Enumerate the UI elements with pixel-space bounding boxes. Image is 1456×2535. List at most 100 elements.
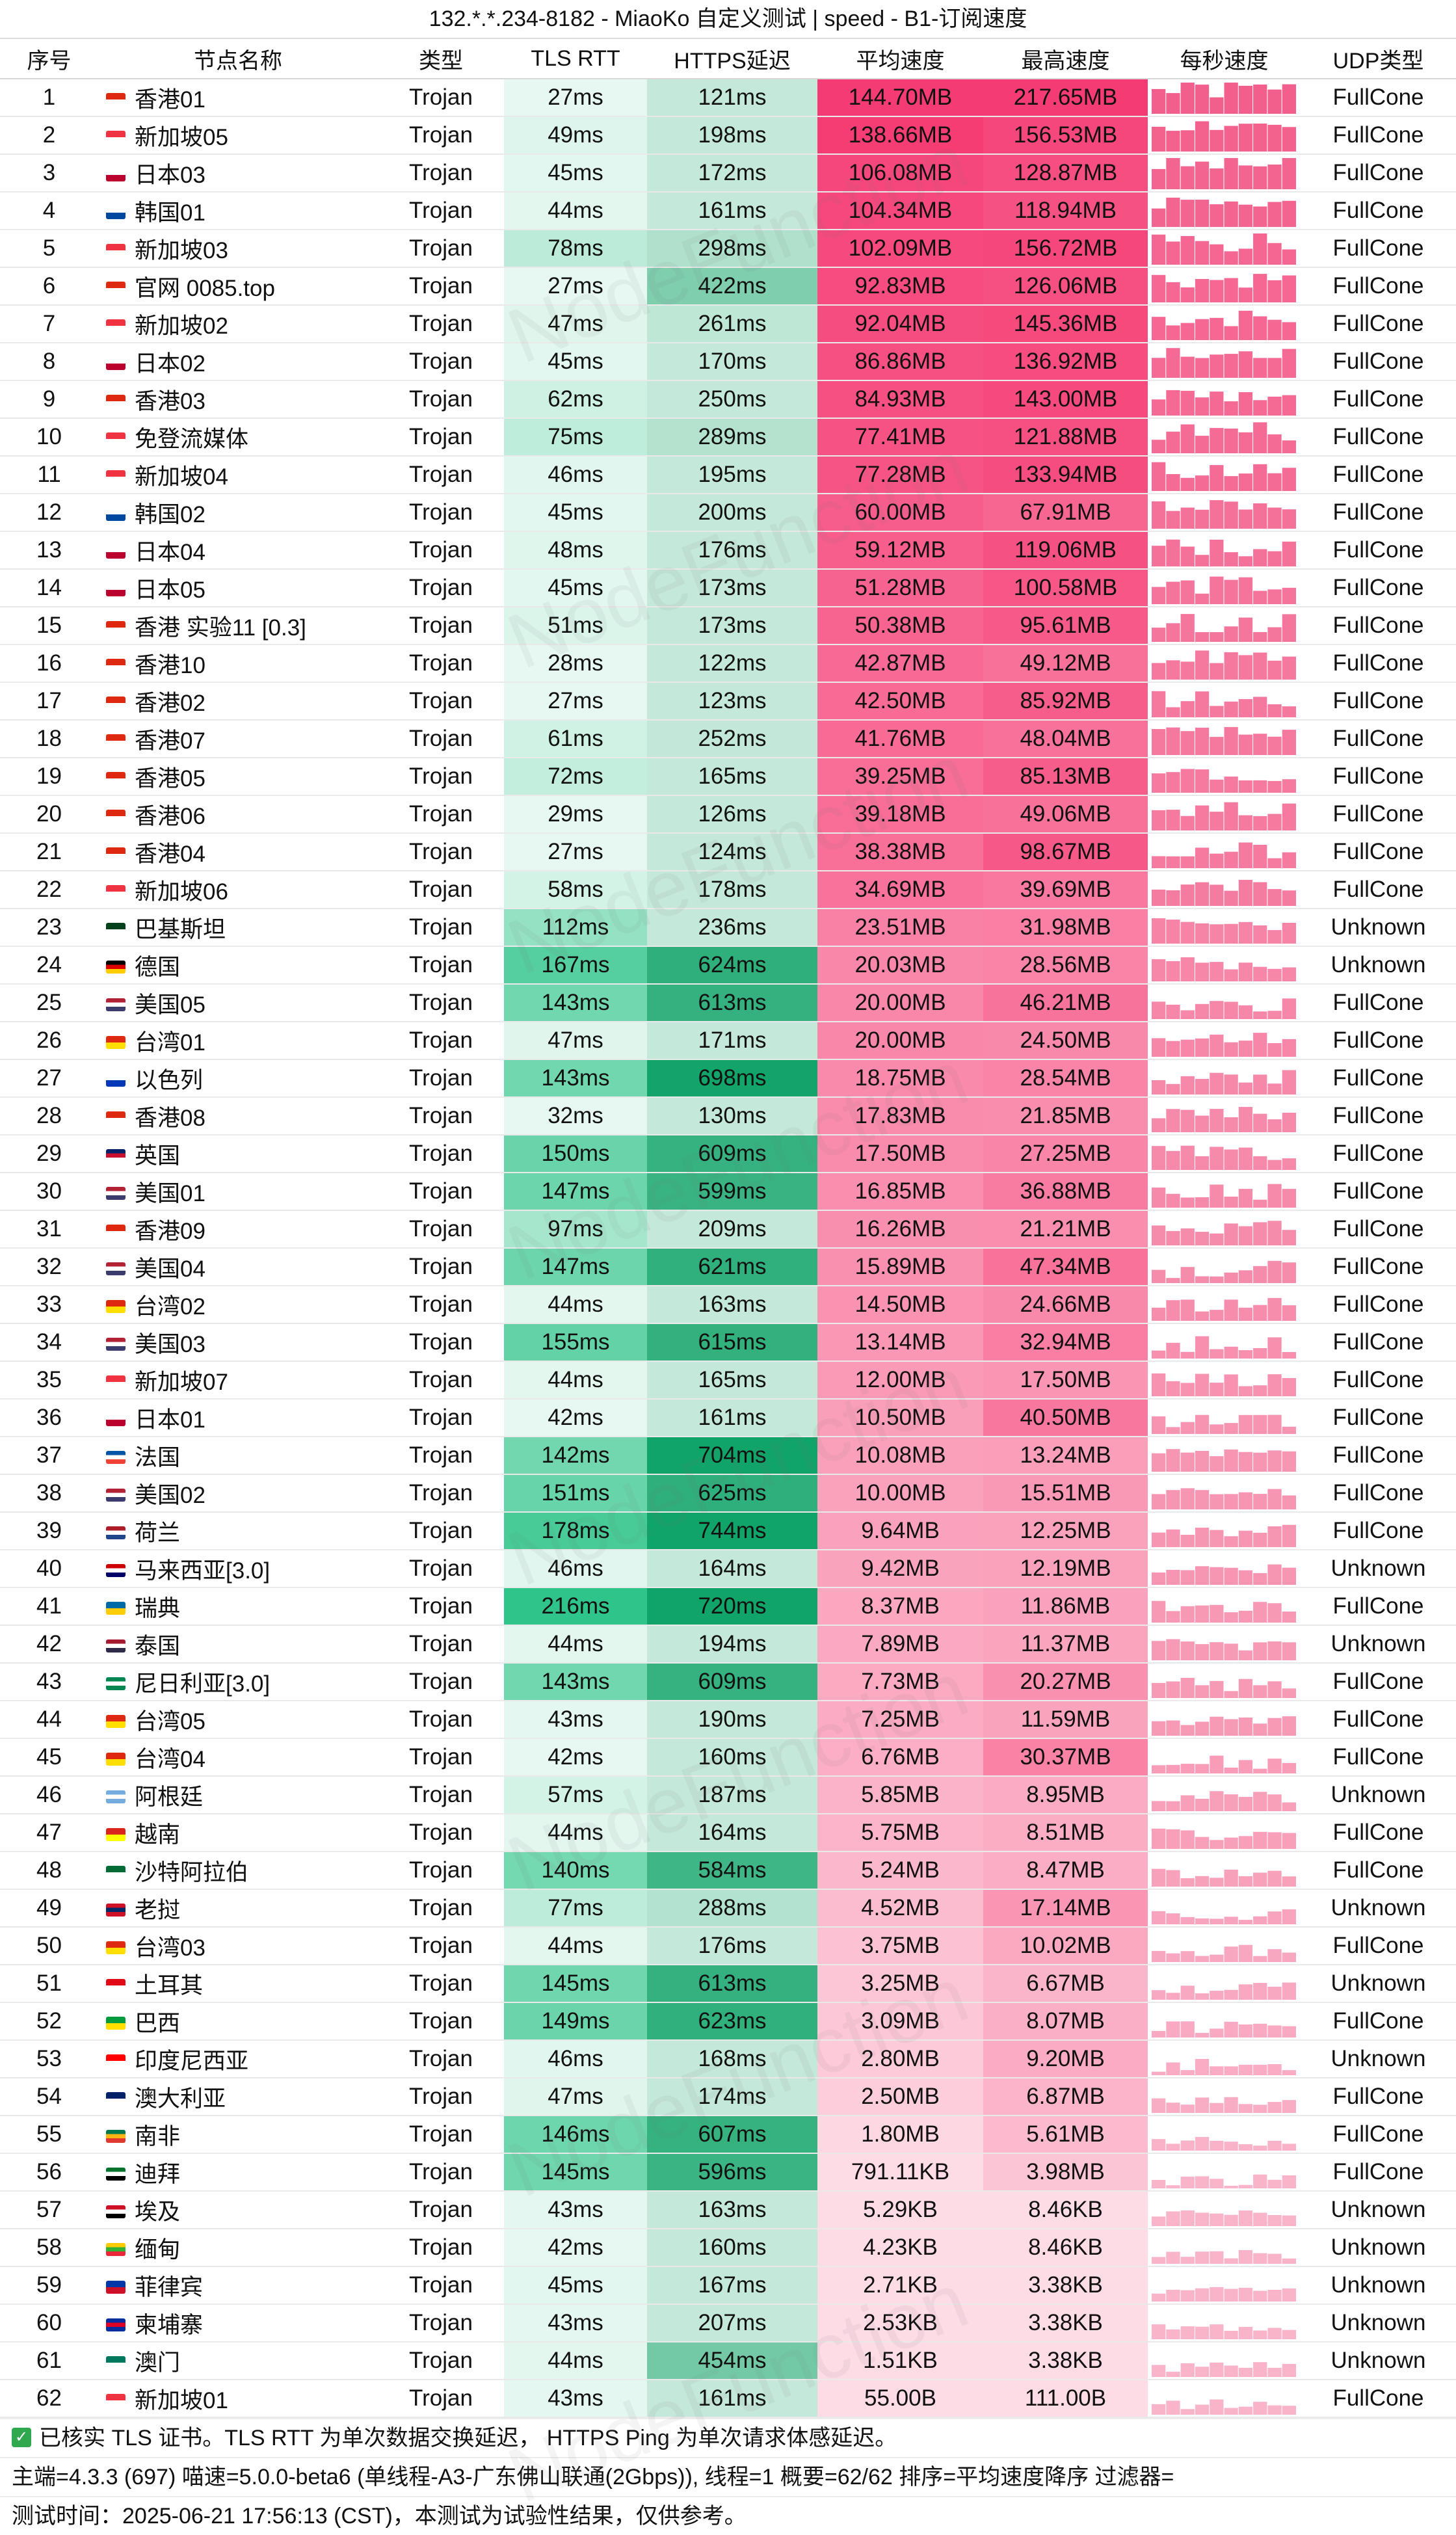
table-row[interactable]: 52 巴西 Trojan 149ms 623ms 3.09MB 8.07MB FullCone	[0, 2002, 1456, 2041]
sparkline-bar	[1238, 1107, 1253, 1132]
table-row[interactable]: 10 免登流媒体 Trojan 75ms 289ms 77.41MB 121.88MB Ful…	[0, 418, 1456, 457]
table-row[interactable]: 57 埃及 Trojan 43ms 163ms 5.29KB 8.46KB Unknown	[0, 2191, 1456, 2229]
table-row[interactable]: 47 越南 Trojan 44ms 164ms 5.75MB 8.51MB FullCone	[0, 1814, 1456, 1852]
table-row[interactable]: 13 日本04 Trojan 48ms 176ms 59.12MB 119.06MB Full…	[0, 531, 1456, 570]
sparkline-bar	[1238, 1147, 1253, 1170]
sparkline-bar	[1210, 1991, 1224, 2000]
table-row[interactable]: 37 法国 Trojan 142ms 704ms 10.08MB 13.24MB FullCo…	[0, 1437, 1456, 1475]
table-row[interactable]: 34 美国03 Trojan 155ms 615ms 13.14MB 32.94MB Full…	[0, 1323, 1456, 1362]
table-row[interactable]: 1 香港01 Trojan 27ms 121ms 144.70MB 217.65MB Full…	[0, 79, 1456, 117]
col-header-type[interactable]: 类型	[378, 39, 504, 79]
table-row[interactable]: 4 韩国01 Trojan 44ms 161ms 104.34MB 118.94MB Full…	[0, 192, 1456, 230]
br-flag-icon	[106, 2017, 126, 2030]
table-row[interactable]: 9 香港03 Trojan 62ms 250ms 84.93MB 143.00MB FullC…	[0, 380, 1456, 419]
table-row[interactable]: 25 美国05 Trojan 143ms 613ms 20.00MB 46.21MB Full…	[0, 984, 1456, 1022]
node-name: 南非	[135, 2123, 181, 2149]
table-row[interactable]: 38 美国02 Trojan 151ms 625ms 10.00MB 15.51MB Full…	[0, 1474, 1456, 1513]
table-row[interactable]: 5 新加坡03 Trojan 78ms 298ms 102.09MB 156.72MB Ful…	[0, 230, 1456, 268]
table-row[interactable]: 60 柬埔寨 Trojan 43ms 207ms 2.53KB 3.38KB Unknown	[0, 2304, 1456, 2343]
table-row[interactable]: 61 澳门 Trojan 44ms 454ms 1.51KB 3.38KB Unknown	[0, 2342, 1456, 2380]
table-row[interactable]: 45 台湾04 Trojan 42ms 160ms 6.76MB 30.37MB FullCo…	[0, 1738, 1456, 1777]
table-row[interactable]: 19 香港05 Trojan 72ms 165ms 39.25MB 85.13MB FullC…	[0, 758, 1456, 796]
table-row[interactable]: 3 日本03 Trojan 45ms 172ms 106.08MB 128.87MB Full…	[0, 154, 1456, 192]
sparkline-bar	[1166, 1870, 1180, 1887]
table-row[interactable]: 22 新加坡06 Trojan 58ms 178ms 34.69MB 39.69MB Full…	[0, 871, 1456, 909]
col-header-per-second[interactable]: 每秒速度	[1148, 39, 1301, 79]
table-row[interactable]: 55 南非 Trojan 146ms 607ms 1.80MB 5.61MB FullCone	[0, 2116, 1456, 2154]
sparkline-bar	[1195, 847, 1210, 868]
node-name-cell: 香港05	[98, 758, 378, 796]
table-row[interactable]: 30 美国01 Trojan 147ms 599ms 16.85MB 36.88MB Full…	[0, 1173, 1456, 1211]
sparkline-bar	[1210, 2213, 1224, 2226]
table-row[interactable]: 8 日本02 Trojan 45ms 170ms 86.86MB 136.92MB FullC…	[0, 343, 1456, 381]
table-row[interactable]: 50 台湾03 Trojan 44ms 176ms 3.75MB 10.02MB FullCo…	[0, 1927, 1456, 1965]
table-row[interactable]: 20 香港06 Trojan 29ms 126ms 39.18MB 49.06MB FullC…	[0, 795, 1456, 834]
node-name: 英国	[135, 1143, 181, 1169]
table-row[interactable]: 62 新加坡01 Trojan 43ms 161ms 55.00B 111.00B FullC…	[0, 2380, 1456, 2418]
table-row[interactable]: 54 澳大利亚 Trojan 47ms 174ms 2.50MB 6.87MB FullCon…	[0, 2078, 1456, 2116]
table-row[interactable]: 40 马来西亚[3.0] Trojan 46ms 164ms 9.42MB 12.19MB U…	[0, 1550, 1456, 1588]
max-speed: 30.37MB	[983, 1738, 1148, 1777]
sparkline-bar	[1282, 803, 1296, 830]
table-row[interactable]: 16 香港10 Trojan 28ms 122ms 42.87MB 49.12MB FullC…	[0, 644, 1456, 683]
sparkline-bar	[1210, 1001, 1224, 1019]
sparkline-bar	[1180, 1109, 1195, 1132]
https-delay: 609ms	[647, 1135, 817, 1173]
table-row[interactable]: 36 日本01 Trojan 42ms 161ms 10.50MB 40.50MB FullC…	[0, 1399, 1456, 1437]
table-row[interactable]: 6 官网 0085.top Trojan 27ms 422ms 92.83MB 126.06…	[0, 267, 1456, 306]
table-row[interactable]: 43 尼日利亚[3.0] Trojan 143ms 609ms 7.73MB 20.27MB…	[0, 1663, 1456, 1701]
table-row[interactable]: 27 以色列 Trojan 143ms 698ms 18.75MB 28.54MB FullC…	[0, 1059, 1456, 1098]
table-row[interactable]: 59 菲律宾 Trojan 45ms 167ms 2.71KB 3.38KB Unknown	[0, 2266, 1456, 2305]
row-index: 57	[0, 2191, 98, 2229]
table-row[interactable]: 42 泰国 Trojan 44ms 194ms 7.89MB 11.37MB Unknown	[0, 1625, 1456, 1664]
udp-type: FullCone	[1301, 192, 1456, 230]
table-row[interactable]: 17 香港02 Trojan 27ms 123ms 42.50MB 85.92MB FullC…	[0, 682, 1456, 721]
table-row[interactable]: 51 土耳其 Trojan 145ms 613ms 3.25MB 6.67MB Unknown	[0, 1965, 1456, 2003]
table-row[interactable]: 15 香港 实验11 [0.3] Trojan 51ms 173ms 50.38MB 95.…	[0, 607, 1456, 645]
sparkline-bar	[1195, 241, 1210, 265]
col-header-index[interactable]: 序号	[0, 39, 98, 79]
table-row[interactable]: 26 台湾01 Trojan 47ms 171ms 20.00MB 24.50MB FullC…	[0, 1022, 1456, 1060]
table-row[interactable]: 39 荷兰 Trojan 178ms 744ms 9.64MB 12.25MB FullCon…	[0, 1512, 1456, 1550]
table-row[interactable]: 18 香港07 Trojan 61ms 252ms 41.76MB 48.04MB FullC…	[0, 720, 1456, 758]
sparkline-bar	[1238, 1760, 1253, 1773]
col-header-tls-rtt[interactable]: TLS RTT	[504, 39, 647, 79]
table-row[interactable]: 48 沙特阿拉伯 Trojan 140ms 584ms 5.24MB 8.47MB FullC…	[0, 1851, 1456, 1890]
table-row[interactable]: 12 韩国02 Trojan 45ms 200ms 60.00MB 67.91MB FullC…	[0, 494, 1456, 532]
table-row[interactable]: 11 新加坡04 Trojan 46ms 195ms 77.28MB 133.94MB Ful…	[0, 456, 1456, 494]
col-header-https-delay[interactable]: HTTPS延迟	[647, 39, 817, 79]
col-header-avg-speed[interactable]: 平均速度	[817, 39, 983, 79]
table-row[interactable]: 23 巴基斯坦 Trojan 112ms 236ms 23.51MB 31.98MB Unkn…	[0, 909, 1456, 947]
sparkline-bar	[1224, 2186, 1238, 2188]
table-row[interactable]: 28 香港08 Trojan 32ms 130ms 17.83MB 21.85MB FullC…	[0, 1097, 1456, 1135]
udp-type: FullCone	[1301, 2002, 1456, 2041]
node-name-cell: 香港06	[98, 795, 378, 834]
table-row[interactable]: 7 新加坡02 Trojan 47ms 261ms 92.04MB 145.36MB Full…	[0, 305, 1456, 343]
col-header-max-speed[interactable]: 最高速度	[983, 39, 1148, 79]
sparkline-bar	[1152, 501, 1166, 529]
sparkline-bar	[1210, 1456, 1224, 1472]
table-row[interactable]: 24 德国 Trojan 167ms 624ms 20.03MB 28.56MB Unknow…	[0, 946, 1456, 985]
col-header-node-name[interactable]: 节点名称	[98, 39, 378, 79]
table-row[interactable]: 44 台湾05 Trojan 43ms 190ms 7.25MB 11.59MB FullCo…	[0, 1701, 1456, 1739]
table-row[interactable]: 58 缅甸 Trojan 42ms 160ms 4.23KB 8.46KB Unknown	[0, 2229, 1456, 2267]
table-row[interactable]: 14 日本05 Trojan 45ms 173ms 51.28MB 100.58MB Full…	[0, 569, 1456, 607]
table-row[interactable]: 21 香港04 Trojan 27ms 124ms 38.38MB 98.67MB FullC…	[0, 833, 1456, 871]
table-row[interactable]: 33 台湾02 Trojan 44ms 163ms 14.50MB 24.66MB FullC…	[0, 1286, 1456, 1324]
table-row[interactable]: 41 瑞典 Trojan 216ms 720ms 8.37MB 11.86MB FullCon…	[0, 1587, 1456, 1626]
table-row[interactable]: 49 老挝 Trojan 77ms 288ms 4.52MB 17.14MB Unknown	[0, 1889, 1456, 1928]
sparkline-bar	[1152, 168, 1166, 189]
table-row[interactable]: 46 阿根廷 Trojan 57ms 187ms 5.85MB 8.95MB Unknown	[0, 1776, 1456, 1814]
table-row[interactable]: 56 迪拜 Trojan 145ms 596ms 791.11KB 3.98MB FullCo…	[0, 2153, 1456, 2192]
table-row[interactable]: 2 新加坡05 Trojan 49ms 198ms 138.66MB 156.53MB Ful…	[0, 116, 1456, 155]
table-row[interactable]: 35 新加坡07 Trojan 44ms 165ms 12.00MB 17.50MB Full…	[0, 1361, 1456, 1400]
table-row[interactable]: 32 美国04 Trojan 147ms 621ms 15.89MB 47.34MB Full…	[0, 1248, 1456, 1286]
table-row[interactable]: 31 香港09 Trojan 97ms 209ms 16.26MB 21.21MB FullC…	[0, 1210, 1456, 1249]
sparkline-bar	[1166, 1681, 1180, 1698]
sparkline-bar	[1282, 1952, 1296, 1962]
tls-rtt: 78ms	[504, 230, 647, 268]
col-header-udp-type[interactable]: UDP类型	[1301, 39, 1456, 79]
table-row[interactable]: 29 英国 Trojan 150ms 609ms 17.50MB 27.25MB FullCo…	[0, 1135, 1456, 1173]
avg-speed: 17.50MB	[817, 1135, 983, 1173]
table-row[interactable]: 53 印度尼西亚 Trojan 46ms 168ms 2.80MB 9.20MB Unknow…	[0, 2040, 1456, 2078]
